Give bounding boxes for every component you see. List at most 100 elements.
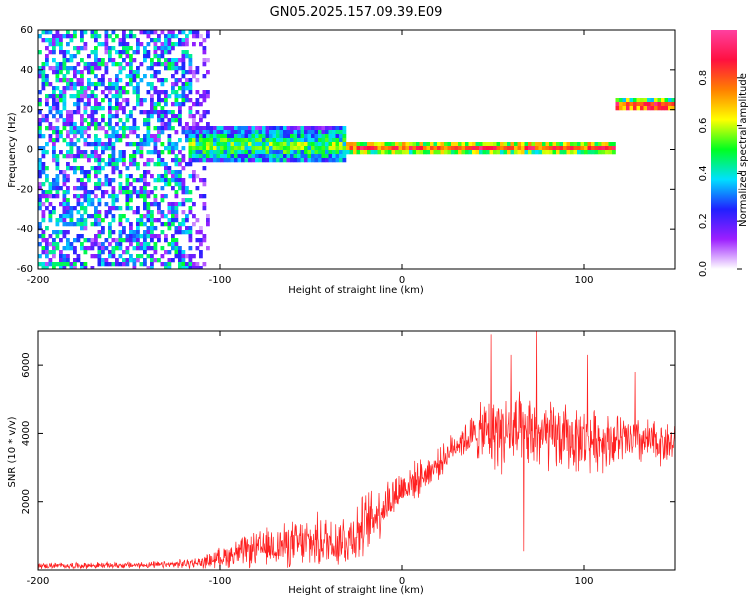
spectrogram-cell xyxy=(132,178,137,183)
spectrogram-cell xyxy=(76,94,81,99)
spectrogram-cell xyxy=(59,70,63,75)
spectrogram-cell xyxy=(59,34,63,39)
spectrogram-cell xyxy=(118,218,123,223)
spectrogram-cell xyxy=(136,98,140,103)
spectrogram-cell xyxy=(87,78,91,83)
spectrogram-cell xyxy=(181,186,186,191)
spectrogram-cell xyxy=(111,30,116,35)
spectrogram-cell xyxy=(69,210,74,215)
spectrogram-cell xyxy=(55,30,60,35)
spectrogram-cell xyxy=(129,142,133,147)
spectrogram-cell xyxy=(83,266,88,269)
spectrogram-cell xyxy=(122,90,126,95)
spectrogram-cell xyxy=(615,98,620,103)
spectrogram-cell xyxy=(542,146,546,151)
spectrogram-cell xyxy=(62,154,67,159)
spectrogram-cell xyxy=(209,126,214,131)
spectrogram-cell xyxy=(108,134,112,139)
spectrogram-cell xyxy=(45,78,49,83)
spectrogram-cell xyxy=(48,190,53,195)
spectrogram-cell xyxy=(164,34,168,39)
spectrogram-cell xyxy=(272,134,277,139)
spectrogram-cell xyxy=(160,42,165,47)
spectrogram-cell xyxy=(185,186,189,191)
spectrogram-cell xyxy=(174,102,179,107)
y-tick-label: 0 xyxy=(27,145,33,156)
spectrogram-cell xyxy=(41,150,46,155)
spectrogram-cell xyxy=(433,146,438,151)
spectrogram-cell xyxy=(73,34,77,39)
spectrogram-cell xyxy=(62,102,67,107)
spectrogram-cell xyxy=(311,158,315,163)
spectrogram-cell xyxy=(139,110,144,115)
spectrogram-cell xyxy=(48,210,53,215)
spectrogram-cell xyxy=(55,102,60,107)
spectrogram-cell xyxy=(94,82,98,87)
spectrogram-cell xyxy=(111,134,116,139)
spectrogram-cell xyxy=(342,154,347,159)
spectrogram-cell xyxy=(601,146,606,151)
spectrogram-cell xyxy=(157,202,161,207)
spectrogram-cell xyxy=(76,70,81,75)
spectrogram-cell xyxy=(244,142,249,147)
spectrogram-cell xyxy=(174,226,179,231)
spectrogram-cell xyxy=(167,110,172,115)
spectrogram-cell xyxy=(132,162,137,167)
spectrogram-cell xyxy=(206,142,210,147)
spectrogram-cell xyxy=(577,150,581,155)
spectrogram-cell xyxy=(94,94,98,99)
spectrogram-cell xyxy=(293,150,298,155)
spectrogram-cell xyxy=(171,214,175,219)
spectrogram-cell xyxy=(188,30,193,35)
spectrogram-cell xyxy=(69,78,74,83)
spectrogram-cell xyxy=(174,98,179,103)
spectrogram-cell xyxy=(661,98,665,103)
spectrogram-cell xyxy=(545,150,550,155)
spectrogram-cell xyxy=(290,154,294,159)
y-tick-label: 40 xyxy=(20,65,33,76)
spectrogram-cell xyxy=(59,66,63,71)
spectrogram-cells xyxy=(38,30,675,269)
spectrogram-cell xyxy=(164,250,168,255)
spectrogram-cell xyxy=(115,134,119,139)
spectrogram-cell xyxy=(325,150,329,155)
spectrogram-cell xyxy=(115,78,119,83)
spectrogram-cell xyxy=(356,146,361,151)
spectrogram-cell xyxy=(101,194,105,199)
spectrogram-cell xyxy=(143,178,147,183)
spectrogram-cell xyxy=(125,54,130,59)
spectrogram-cell xyxy=(118,42,123,47)
spectrogram-cell xyxy=(412,146,417,151)
spectrogram-cell xyxy=(514,146,518,151)
spectrogram-cell xyxy=(286,138,291,143)
spectrogram-cell xyxy=(160,194,165,199)
spectrogram-cell xyxy=(69,242,74,247)
spectrogram-cell xyxy=(125,134,130,139)
spectrogram-cell xyxy=(195,138,200,143)
spectrogram-cell xyxy=(122,154,126,159)
spectrogram-cell xyxy=(132,158,137,163)
spectrogram-cell xyxy=(314,142,319,147)
spectrogram-cell xyxy=(461,146,466,151)
spectrogram-cell xyxy=(87,98,91,103)
spectrogram-cell xyxy=(125,190,130,195)
spectrogram-cell xyxy=(272,138,277,143)
spectrogram-cell xyxy=(321,150,326,155)
spectrogram-cell xyxy=(174,210,179,215)
spectrogram-cell xyxy=(97,106,102,111)
spectrogram-cell xyxy=(157,102,161,107)
spectrogram-cell xyxy=(171,62,175,67)
spectrogram-cell xyxy=(307,154,312,159)
spectrogram-cell xyxy=(66,50,70,55)
spectrogram-cell xyxy=(290,138,294,143)
spectrogram-cell xyxy=(132,122,137,127)
spectrogram-cell xyxy=(188,82,193,87)
spectrogram-cell xyxy=(153,54,158,59)
spectrogram-cell xyxy=(171,110,175,115)
spectrogram-cell xyxy=(125,250,130,255)
spectrogram-cell xyxy=(80,74,84,79)
spectrogram-cell xyxy=(59,50,63,55)
spectrogram-cell xyxy=(150,38,154,43)
spectrogram-cell xyxy=(643,98,648,103)
